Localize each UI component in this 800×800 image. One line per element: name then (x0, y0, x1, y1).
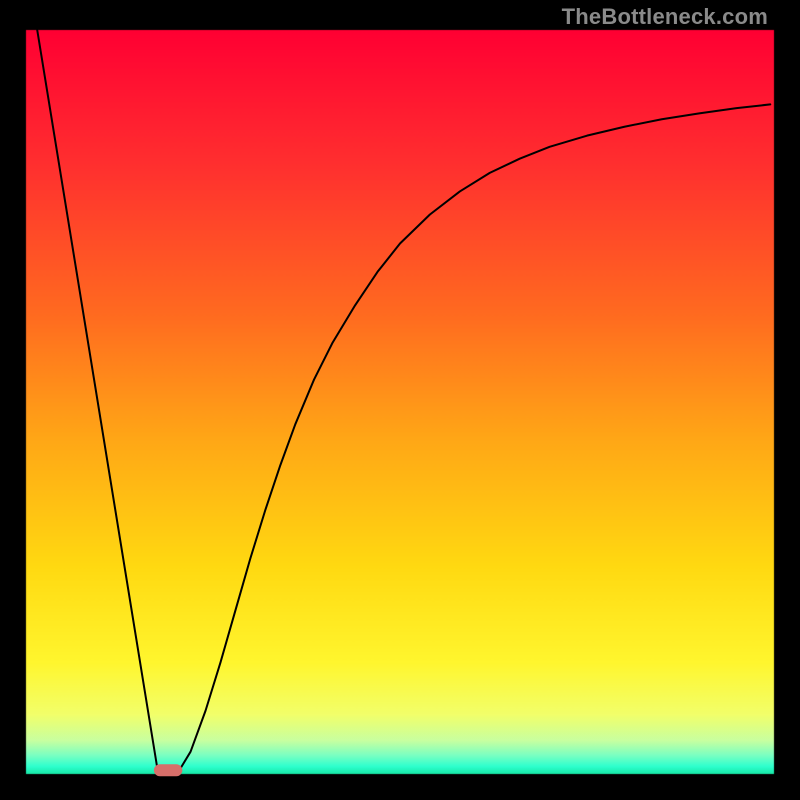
curve-right_curve (179, 104, 770, 770)
bottom-marker-pill (154, 764, 182, 776)
chart-root: TheBottleneck.com (0, 0, 800, 800)
curve-left_leg (37, 30, 157, 770)
plot-overlay (0, 0, 800, 800)
watermark-text: TheBottleneck.com (562, 4, 768, 30)
